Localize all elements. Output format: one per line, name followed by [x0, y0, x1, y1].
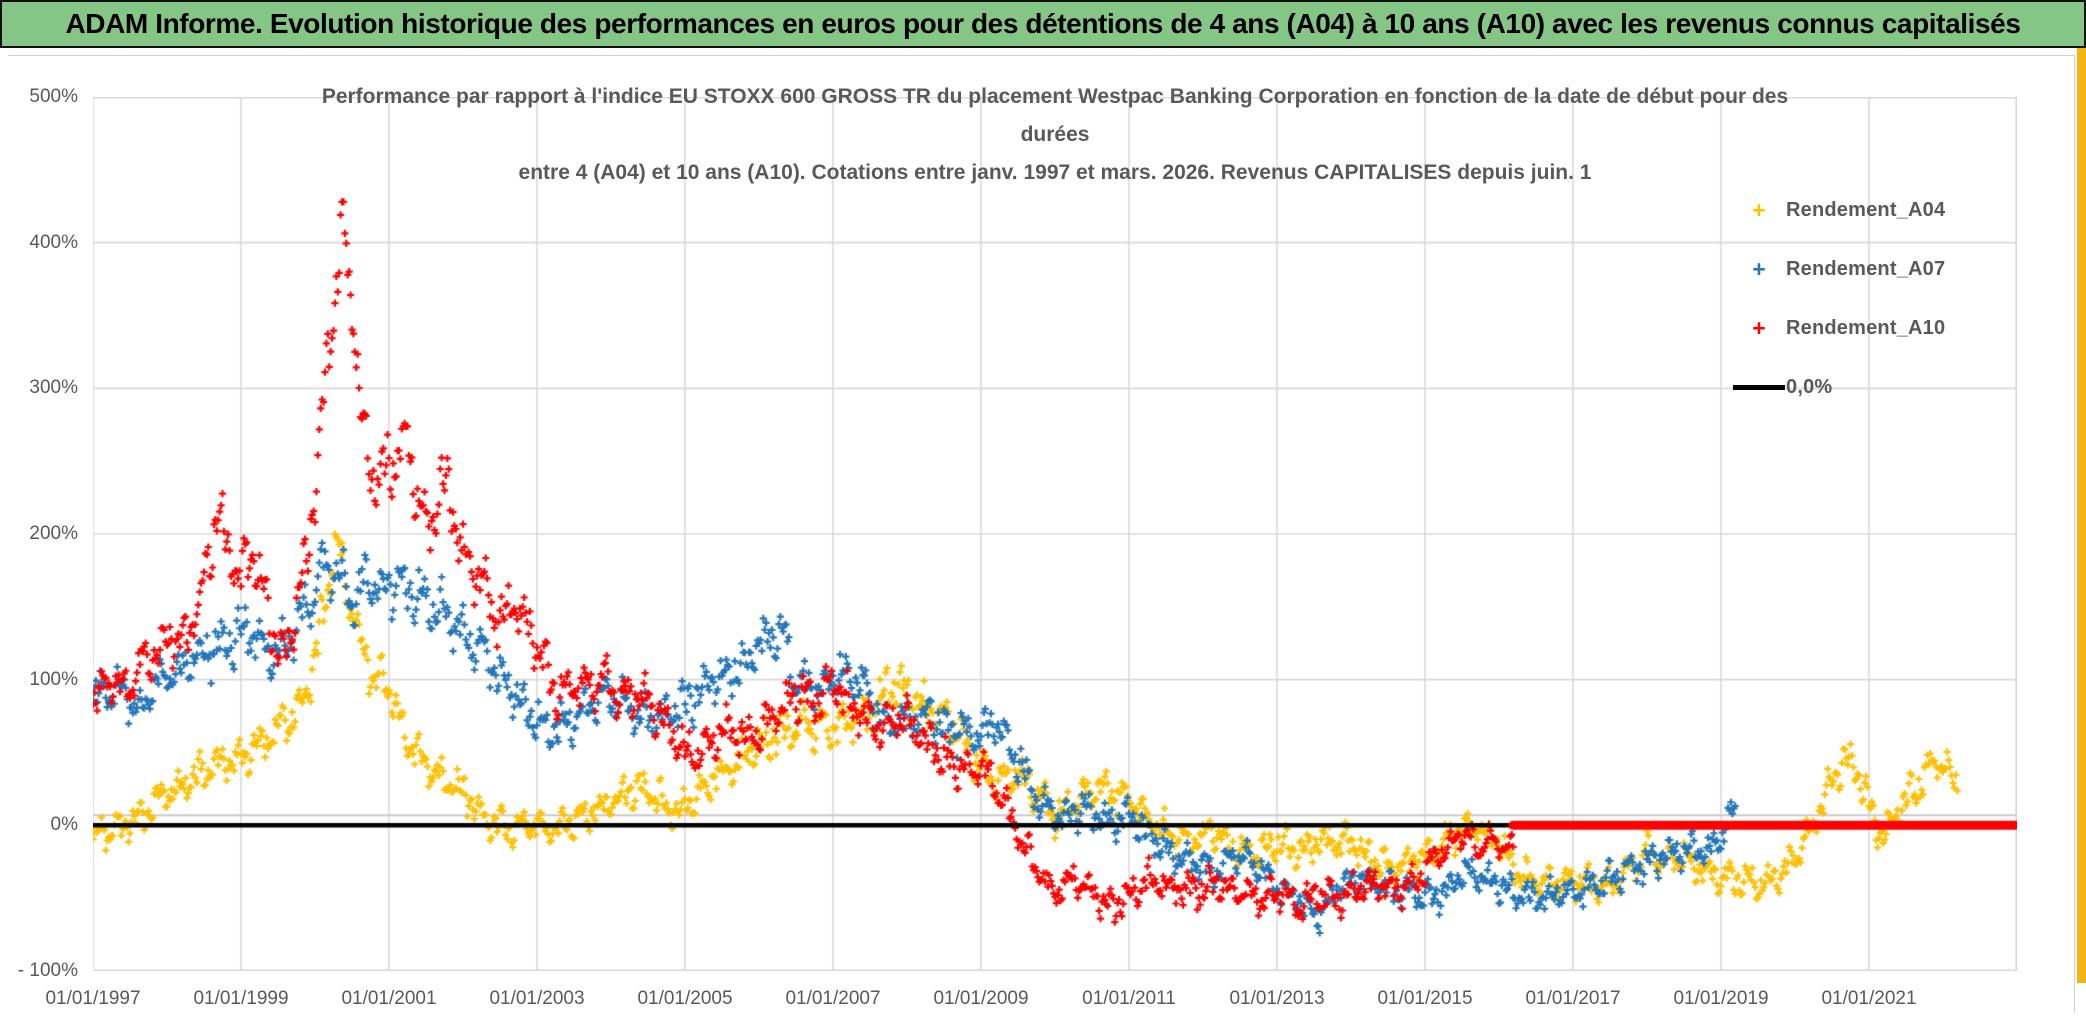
legend-item[interactable]: + Rendement_A10 — [1732, 308, 1945, 348]
x-axis-label: 01/01/2015 — [1377, 988, 1473, 1009]
x-axis-label: 01/01/2017 — [1525, 988, 1621, 1009]
chart-frame-right-border — [2074, 55, 2075, 1013]
sheet-accent-right-strip — [2077, 0, 2086, 983]
plus-marker-icon: + — [1752, 255, 1766, 282]
plot-area[interactable] — [93, 97, 2017, 971]
legend-label: 0,0% — [1786, 375, 1833, 398]
x-axis-label: 01/01/2019 — [1673, 988, 1769, 1009]
legend-item[interactable]: 0,0% — [1732, 367, 1832, 407]
plus-marker-icon: + — [1752, 314, 1766, 341]
legend-label: Rendement_A04 — [1786, 198, 1946, 221]
x-axis-label: 01/01/2005 — [637, 988, 733, 1009]
x-axis-label: 01/01/2001 — [341, 988, 437, 1009]
y-axis-label: 500% — [29, 86, 78, 107]
zero-line-sample — [1733, 384, 1785, 390]
title-banner: ADAM Informe. Evolution historique des p… — [0, 0, 2086, 48]
x-axis-label: 01/01/2009 — [933, 988, 1029, 1009]
x-axis-label: 01/01/1999 — [193, 988, 289, 1009]
x-axis-label: 01/01/2003 — [489, 988, 585, 1009]
legend-label: Rendement_A10 — [1786, 316, 1946, 339]
legend-label: Rendement_A07 — [1786, 257, 1946, 280]
x-axis-label: 01/01/2021 — [1821, 988, 1917, 1009]
plus-marker-icon: + — [1752, 196, 1766, 223]
x-axis-label: 01/01/2007 — [785, 988, 881, 1009]
y-axis-label: 400% — [29, 231, 78, 253]
y-axis-label: 300% — [29, 377, 78, 399]
y-axis-label: 100% — [29, 668, 78, 690]
banner-title: ADAM Informe. Evolution historique des p… — [65, 8, 2021, 39]
line-marker-icon — [1732, 384, 1786, 390]
x-axis-label: 01/01/2013 — [1229, 988, 1325, 1009]
x-axis-label: 01/01/2011 — [1082, 988, 1176, 1009]
y-axis-label: 0% — [50, 814, 78, 836]
x-axis-label: 01/01/1997 — [45, 988, 141, 1009]
legend-item[interactable]: + Rendement_A07 — [1732, 249, 1945, 289]
chart-frame-top-border — [8, 55, 2074, 56]
y-axis-label: 200% — [29, 523, 78, 544]
y-axis-label: - 100% — [17, 960, 78, 981]
legend-item[interactable]: + Rendement_A04 — [1732, 190, 1945, 230]
